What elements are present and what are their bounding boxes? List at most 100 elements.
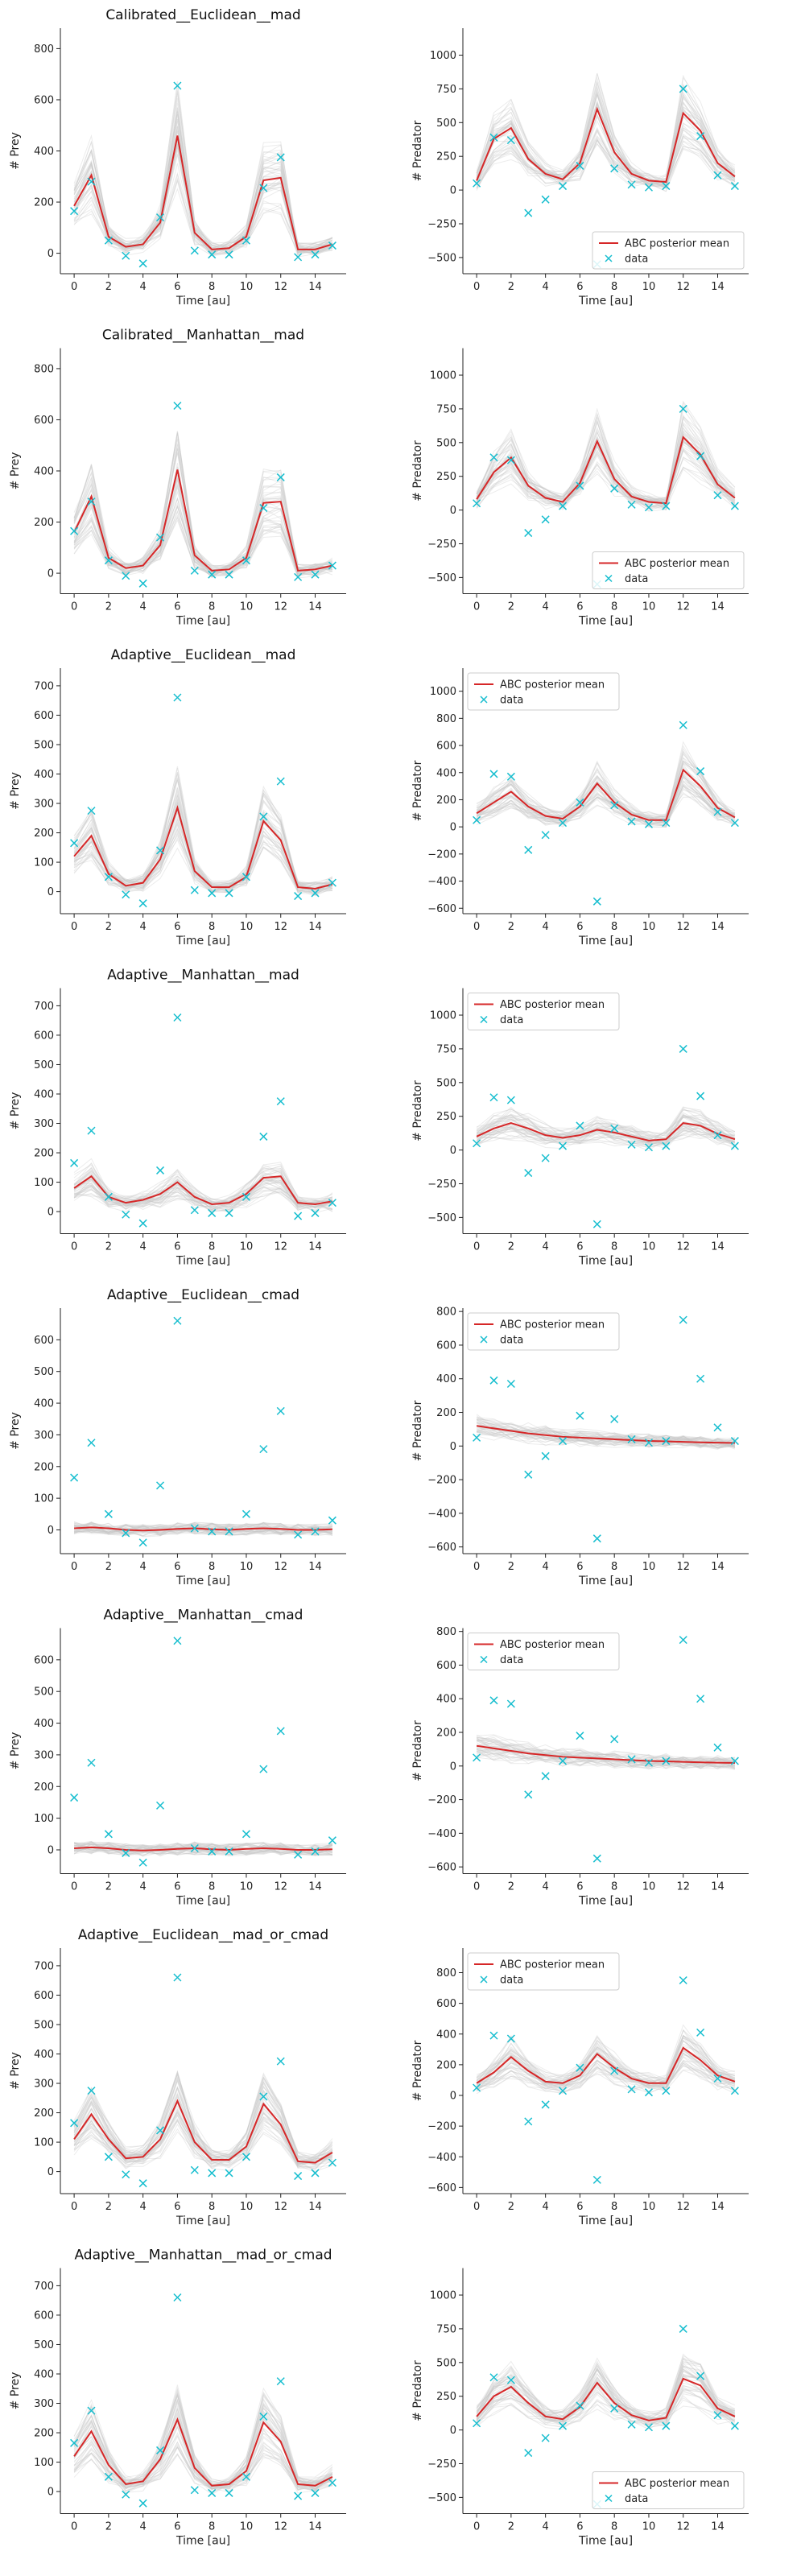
data-point xyxy=(662,1141,671,1150)
data-point xyxy=(679,720,687,729)
posterior-sample-line xyxy=(476,1740,735,1766)
posterior-sample-line xyxy=(73,1523,333,1534)
x-tick-label: 0 xyxy=(71,1241,77,1253)
posterior-sample-line xyxy=(74,1522,332,1536)
posterior-sample-line xyxy=(476,2362,736,2421)
data-point xyxy=(627,500,636,509)
posterior-sample-line xyxy=(476,750,736,822)
data-point xyxy=(138,1538,147,1547)
data-point xyxy=(173,1973,182,1982)
data-point xyxy=(730,182,739,191)
posterior-sample-line xyxy=(476,2368,736,2422)
x-tick-label: 8 xyxy=(611,921,617,933)
posterior-sample-line xyxy=(73,821,333,893)
posterior-sample-line xyxy=(477,1744,736,1770)
posterior-sample-line xyxy=(476,113,736,185)
posterior-sample-line xyxy=(476,2039,736,2086)
data-point xyxy=(559,2087,568,2095)
posterior-sample-line xyxy=(73,2105,332,2167)
posterior-sample-line xyxy=(73,467,333,575)
posterior-sample-line xyxy=(73,1842,333,1856)
posterior-sample-line xyxy=(477,1736,735,1764)
data-point xyxy=(576,1732,584,1740)
x-tick-label: 4 xyxy=(543,1241,549,1253)
y-tick-label: 200 xyxy=(436,795,456,807)
data-point xyxy=(489,1093,498,1102)
data-point xyxy=(173,1013,182,1022)
y-tick-label: 250 xyxy=(436,471,456,483)
x-tick-label: 0 xyxy=(71,281,77,293)
posterior-sample-line xyxy=(74,1842,332,1857)
data-point xyxy=(259,2092,268,2101)
posterior-sample-line xyxy=(476,86,736,187)
posterior-sample-line xyxy=(73,147,332,254)
posterior-sample-line xyxy=(476,757,736,819)
data-point xyxy=(328,561,336,570)
posterior-sample-line xyxy=(476,1414,735,1447)
posterior-sample-line xyxy=(73,1167,332,1205)
x-tick-label: 10 xyxy=(240,2521,254,2533)
x-tick-label: 10 xyxy=(240,2201,254,2213)
posterior-sample-line xyxy=(73,828,332,894)
data-point xyxy=(730,2421,739,2430)
y-tick-label: 600 xyxy=(34,1030,54,1042)
x-tick-label: 2 xyxy=(508,601,514,613)
x-tick-label: 10 xyxy=(240,1881,254,1893)
posterior-sample-line xyxy=(73,2085,333,2165)
posterior-sample-line xyxy=(476,2387,736,2425)
x-tick-label: 0 xyxy=(473,1561,480,1573)
posterior-sample-line xyxy=(73,1170,333,1211)
x-tick-label: 0 xyxy=(71,1881,77,1893)
y-tick-label: 600 xyxy=(34,1990,54,2002)
posterior-sample-line xyxy=(476,1108,736,1141)
posterior-sample-line xyxy=(476,101,736,186)
data-point xyxy=(242,1192,250,1201)
posterior-sample-line xyxy=(476,1113,736,1144)
data-point xyxy=(328,1516,336,1525)
posterior-sample-line xyxy=(476,741,736,822)
legend-mean-label: ABC posterior mean xyxy=(500,1319,605,1331)
y-tick-label: −200 xyxy=(427,848,456,861)
data-point xyxy=(225,1527,233,1536)
data-point xyxy=(276,153,285,162)
x-tick-label: 0 xyxy=(71,921,77,933)
data-point xyxy=(662,819,671,828)
x-tick-label: 10 xyxy=(642,281,656,293)
legend: ABC posterior mean data xyxy=(467,1952,620,1991)
x-tick-label: 8 xyxy=(611,1241,617,1253)
x-tick-label: 12 xyxy=(274,281,287,293)
data-point xyxy=(662,2087,671,2095)
legend-data-swatch xyxy=(605,574,613,583)
x-tick-label: 10 xyxy=(642,921,656,933)
posterior-sample-line xyxy=(476,128,736,189)
data-point xyxy=(225,1847,233,1856)
posterior-sample-line xyxy=(476,2388,736,2422)
data-point xyxy=(87,807,96,815)
y-tick-label: 0 xyxy=(47,2166,54,2178)
posterior-sample-line xyxy=(73,1164,333,1208)
data-point xyxy=(328,2479,336,2487)
posterior-sample-line xyxy=(476,1748,735,1766)
posterior-sample-line xyxy=(477,2060,735,2092)
x-tick-label: 4 xyxy=(543,1561,549,1573)
data-point xyxy=(259,1765,268,1773)
posterior-sample-line xyxy=(74,1524,333,1537)
data-point xyxy=(679,1315,687,1324)
data-point xyxy=(592,1854,601,1863)
posterior-sample-line xyxy=(476,785,735,825)
x-tick-label: 8 xyxy=(611,1561,617,1573)
data-point xyxy=(696,1695,705,1703)
data-point xyxy=(104,236,113,245)
data-point xyxy=(559,1757,568,1765)
y-tick-label: 300 xyxy=(34,2398,54,2410)
data-point xyxy=(138,2499,147,2508)
posterior-sample-line xyxy=(73,180,332,257)
posterior-samples xyxy=(476,1106,736,1151)
posterior-sample-line xyxy=(476,1123,736,1148)
data-point xyxy=(276,2377,285,2386)
y-tick-label: 0 xyxy=(47,248,54,260)
legend-box xyxy=(467,672,620,711)
data-point xyxy=(259,2412,268,2421)
data-point xyxy=(644,1439,653,1447)
x-tick-label: 4 xyxy=(543,2521,549,2533)
